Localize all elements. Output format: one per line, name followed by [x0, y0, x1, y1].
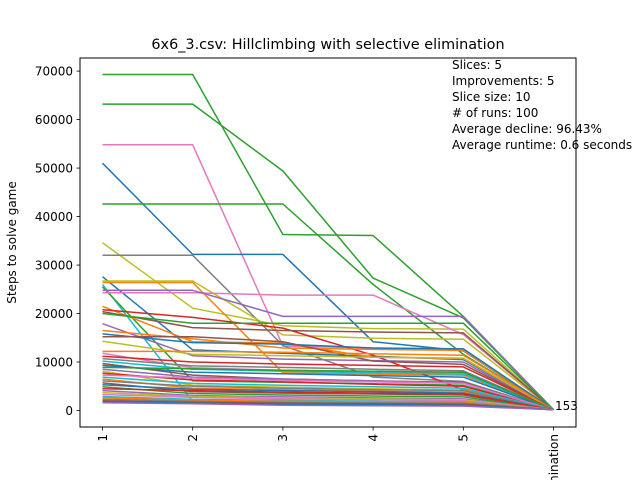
series-line-27: [102, 357, 554, 411]
chart-title: 6x6_3.csv: Hillclimbing with selective e…: [151, 37, 504, 53]
series-line-17: [102, 310, 554, 411]
series-line-26: [102, 355, 554, 411]
series-line-36: [102, 376, 554, 411]
x-tick-label: 3: [276, 434, 290, 442]
series-line-2: [102, 103, 555, 411]
stat-line-runs: # of runs: 100: [452, 106, 538, 120]
series-line-49: [102, 400, 554, 411]
series-line-30: [102, 364, 554, 411]
y-tick-label: 20000: [35, 307, 73, 321]
series-line-19: [102, 322, 554, 411]
y-tick-label: 10000: [35, 355, 73, 369]
x-tick-label: elimination: [547, 434, 561, 480]
stat-line-improvements: Improvements: 5: [452, 74, 554, 88]
stat-line-average-runtime: Average runtime: 0.6 seconds: [452, 138, 632, 152]
series-line-9: [102, 280, 554, 411]
series-line-42: [102, 387, 554, 411]
y-tick-label: 0: [65, 404, 73, 418]
series-line-41: [102, 386, 554, 411]
series-line-10: [102, 281, 554, 411]
series-line-44: [102, 391, 554, 411]
series-line-22: [102, 336, 554, 411]
series-line-24: [102, 350, 554, 411]
series-line-31: [102, 366, 554, 411]
series-line-45: [102, 393, 554, 411]
series-line-38: [102, 380, 554, 411]
stat-line-slice-size: Slice size: 10: [452, 90, 530, 104]
y-tick-label: 30000: [35, 258, 73, 272]
y-tick-label: 50000: [35, 161, 73, 175]
series-line-48: [102, 398, 554, 411]
series-lines: [101, 73, 555, 411]
series-line-21: [102, 333, 554, 411]
series-line-7: [102, 254, 554, 411]
series-line-35: [102, 374, 554, 411]
x-tick-label: 5: [457, 434, 471, 442]
series-line-14: [102, 289, 555, 411]
stat-line-average-decline: Average decline: 96.43%: [452, 122, 602, 136]
x-tick-label: 2: [186, 434, 200, 442]
y-tick-label: 40000: [35, 210, 73, 224]
series-line-6: [102, 242, 555, 411]
series-line-18: [102, 312, 555, 411]
x-tick-label: 4: [366, 434, 380, 442]
plot-frame: [79, 57, 577, 428]
x-axis: 1 2 3 4 5 elimination: [96, 427, 561, 480]
end-value-label: 153: [555, 399, 578, 413]
y-tick-label: 70000: [35, 64, 73, 78]
stat-line-slices: Slices: 5: [452, 58, 502, 72]
y-tick-label: 60000: [35, 113, 73, 127]
series-line-13: [102, 291, 554, 411]
y-axis-label: Steps to solve game: [5, 181, 19, 304]
series-line-34: [102, 372, 554, 411]
y-axis: 0 10000 20000 30000 40000 50000 60000 70000: [35, 64, 80, 418]
stats-annotation: Slices: 5 Improvements: 5 Slice size: 10…: [452, 58, 632, 152]
x-tick-label: 1: [96, 434, 110, 442]
series-line-51: [102, 402, 554, 411]
